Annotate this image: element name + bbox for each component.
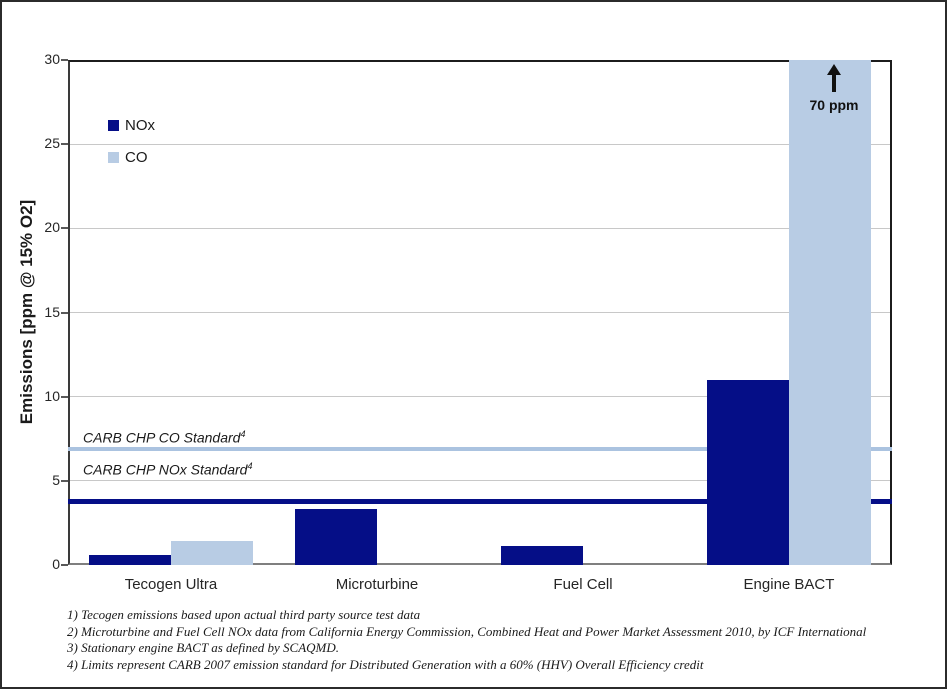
y-tick-label-15: 15 [44,303,60,320]
co-standard-label: CARB CHP CO Standard4 [83,429,245,446]
y-axis-tick-15 [61,311,68,314]
x-category-label-engine-bact: Engine BACT [743,576,835,593]
nox-standard-label: CARB CHP NOx Standard4 [83,461,252,478]
gridline-20 [70,227,890,229]
x-category-label-microturbine: Microturbine [335,576,419,593]
footnote-2: 2) Microturbine and Fuel Cell NOx data f… [67,623,867,639]
bar-nox-tecogen-ultra [89,555,171,565]
footnote-1: 1) Tecogen emissions based upon actual t… [67,607,421,622]
bar-nox-engine-bact [707,380,789,565]
y-tick-label-30: 30 [44,51,60,67]
y-tick-label-5: 5 [52,471,60,488]
y-axis-tick-20 [61,227,68,230]
off-scale-value-label: 70 ppm [809,97,859,113]
bar-co-engine-bact [789,60,871,565]
legend-label-co: CO [125,148,148,166]
y-axis-tick-10 [61,395,68,398]
legend-item-co: CO [108,149,148,165]
y-tick-label-20: 20 [44,219,60,236]
gridline-10 [70,396,890,398]
y-axis-tick-30 [61,59,68,61]
x-category-label-fuel-cell: Fuel Cell [553,576,613,593]
gridline-5 [70,480,890,482]
nox-legend-swatch-icon [108,119,119,131]
bar-co-tecogen-ultra [171,541,253,565]
footnote-3: 3) Stationary engine BACT as defined by … [67,640,340,655]
x-category-label-tecogen-ultra: Tecogen Ultra [124,576,218,593]
co-standard-line [68,446,892,451]
gridline-25 [70,143,890,145]
co-standard-label-text: CARB CHP CO Standard [83,429,241,446]
y-axis-tick-5 [61,479,68,482]
nox-standard-footnote-marker: 4 [247,461,253,471]
y-tick-label-10: 10 [44,387,60,404]
co-legend-swatch-icon [108,151,119,163]
bar-nox-fuel-cell [501,546,583,565]
up-arrow-icon [827,64,841,75]
legend-label-nox: NOx [125,116,155,134]
nox-standard-label-text: CARB CHP NOx Standard [83,461,248,478]
co-standard-footnote-marker: 4 [240,429,246,439]
legend-item-nox: NOx [108,117,155,133]
y-axis-tick-25 [61,143,68,146]
gridline-15 [70,312,890,313]
bar-nox-microturbine [295,509,377,565]
up-arrow-shaft [832,74,836,92]
y-tick-label-0: 0 [52,556,60,572]
y-tick-label-25: 25 [44,135,60,152]
y-axis-tick-0 [61,564,68,566]
footnote-4: 4) Limits represent CARB 2007 emission s… [67,656,704,672]
y-axis-title: Emissions [ppm @ 15% O2] [17,199,36,425]
nox-standard-line [68,498,892,504]
